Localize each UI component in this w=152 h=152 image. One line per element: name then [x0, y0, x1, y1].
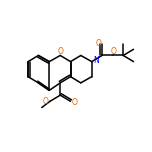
Text: O: O — [95, 39, 101, 48]
Text: O: O — [58, 47, 64, 56]
Text: O: O — [72, 98, 78, 107]
Text: O: O — [110, 47, 116, 56]
Text: N: N — [93, 56, 99, 66]
Text: O: O — [43, 97, 49, 105]
